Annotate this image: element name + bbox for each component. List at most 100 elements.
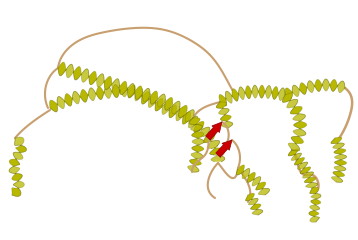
Polygon shape	[291, 153, 301, 161]
Polygon shape	[175, 108, 184, 121]
Polygon shape	[192, 138, 204, 145]
Polygon shape	[330, 79, 338, 91]
Polygon shape	[331, 137, 342, 144]
Polygon shape	[332, 177, 343, 182]
Polygon shape	[112, 85, 120, 98]
Polygon shape	[155, 98, 163, 111]
Polygon shape	[291, 136, 304, 144]
Polygon shape	[73, 66, 81, 80]
Polygon shape	[126, 84, 135, 97]
Polygon shape	[189, 118, 200, 125]
Polygon shape	[216, 102, 227, 108]
Polygon shape	[15, 137, 24, 145]
Polygon shape	[310, 187, 319, 194]
Polygon shape	[333, 171, 345, 177]
Polygon shape	[16, 145, 26, 152]
Polygon shape	[285, 88, 292, 99]
Polygon shape	[192, 131, 204, 138]
Polygon shape	[303, 172, 314, 178]
Polygon shape	[252, 85, 258, 98]
Polygon shape	[184, 110, 194, 122]
Polygon shape	[306, 183, 318, 188]
Polygon shape	[88, 71, 97, 85]
Polygon shape	[156, 94, 165, 107]
Polygon shape	[293, 129, 306, 137]
Polygon shape	[65, 94, 73, 106]
Polygon shape	[194, 121, 204, 132]
Polygon shape	[300, 167, 311, 174]
Polygon shape	[299, 83, 307, 94]
Polygon shape	[279, 88, 285, 101]
Polygon shape	[295, 157, 305, 165]
Polygon shape	[170, 101, 180, 114]
Polygon shape	[210, 145, 223, 155]
Polygon shape	[191, 125, 202, 131]
Polygon shape	[58, 62, 66, 76]
Polygon shape	[251, 204, 261, 210]
Polygon shape	[96, 87, 104, 100]
Polygon shape	[247, 172, 255, 182]
Polygon shape	[290, 106, 302, 114]
Polygon shape	[81, 69, 89, 82]
Polygon shape	[310, 216, 319, 222]
Polygon shape	[309, 210, 319, 216]
Polygon shape	[182, 112, 191, 124]
Polygon shape	[338, 81, 345, 93]
Polygon shape	[265, 86, 272, 98]
Polygon shape	[272, 86, 279, 99]
Polygon shape	[248, 198, 258, 205]
Polygon shape	[304, 177, 316, 183]
Polygon shape	[13, 152, 23, 159]
Polygon shape	[88, 88, 96, 101]
Polygon shape	[237, 165, 245, 175]
Polygon shape	[252, 177, 261, 186]
Polygon shape	[222, 121, 233, 128]
Polygon shape	[256, 182, 266, 190]
Polygon shape	[49, 100, 58, 112]
Polygon shape	[322, 79, 330, 91]
Polygon shape	[190, 159, 201, 166]
Polygon shape	[307, 81, 315, 93]
Polygon shape	[149, 91, 158, 104]
Polygon shape	[293, 114, 305, 121]
Polygon shape	[191, 152, 203, 159]
Polygon shape	[12, 173, 22, 181]
Polygon shape	[72, 91, 81, 104]
Polygon shape	[219, 108, 229, 115]
Polygon shape	[211, 153, 225, 162]
Polygon shape	[103, 76, 112, 90]
Polygon shape	[238, 87, 245, 100]
Polygon shape	[206, 122, 222, 140]
Polygon shape	[141, 91, 149, 104]
Polygon shape	[134, 86, 142, 99]
Polygon shape	[177, 105, 187, 118]
Polygon shape	[311, 193, 321, 199]
Polygon shape	[118, 81, 127, 95]
Polygon shape	[96, 74, 104, 87]
Polygon shape	[282, 93, 293, 102]
Polygon shape	[219, 95, 227, 106]
Polygon shape	[168, 105, 176, 118]
Polygon shape	[258, 188, 270, 195]
Polygon shape	[245, 86, 252, 99]
Polygon shape	[188, 116, 198, 128]
Polygon shape	[9, 159, 20, 166]
Polygon shape	[111, 79, 120, 92]
Polygon shape	[333, 143, 344, 149]
Polygon shape	[288, 149, 299, 156]
Polygon shape	[314, 79, 322, 91]
Polygon shape	[310, 205, 320, 211]
Polygon shape	[120, 84, 128, 97]
Polygon shape	[13, 181, 24, 188]
Polygon shape	[192, 145, 204, 152]
Polygon shape	[9, 166, 20, 174]
Polygon shape	[288, 143, 300, 151]
Polygon shape	[287, 99, 298, 108]
Polygon shape	[335, 154, 347, 160]
Polygon shape	[141, 88, 150, 102]
Polygon shape	[66, 64, 74, 78]
Polygon shape	[203, 132, 215, 143]
Polygon shape	[188, 166, 199, 172]
Polygon shape	[163, 97, 173, 110]
Polygon shape	[135, 88, 142, 101]
